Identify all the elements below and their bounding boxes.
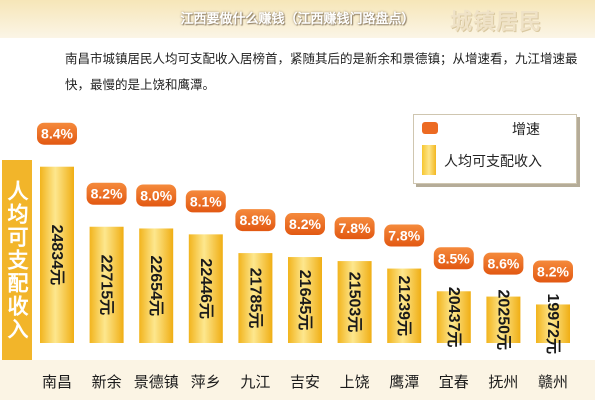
bar-group: 21645元 8.2% 吉安 (285, 213, 325, 391)
growth-value-label: 8.1% (190, 193, 222, 209)
income-bar (288, 257, 322, 343)
growth-value-label: 8.5% (438, 250, 470, 266)
banner-watermark: 城镇居民 (450, 10, 543, 35)
bar-group: 21239元 7.8% 鹰潭 (384, 224, 425, 391)
growth-value-label: 7.8% (388, 228, 420, 244)
bar-group: 21503元 7.8% 上饶 (334, 217, 375, 391)
income-value-label: 22446元 (197, 258, 214, 319)
bar-group: 22715元 8.2% 新余 (86, 182, 127, 391)
income-bar (40, 166, 74, 343)
top-banner: 城镇居民 江西要做什么赚钱（江西赚钱门路盘点） (0, 0, 595, 38)
category-label: 九江 (240, 373, 270, 391)
income-value-label: 22715元 (98, 255, 115, 316)
growth-tag (285, 213, 325, 236)
bar-group: 22446元 8.1% 萍乡 (185, 190, 226, 391)
growth-tag (533, 260, 573, 283)
growth-tag (433, 247, 474, 270)
growth-tag (483, 252, 524, 275)
axis-strip (0, 360, 595, 400)
income-value-label: 21239元 (395, 276, 412, 337)
growth-tag (334, 217, 375, 240)
category-label: 鹰潭 (389, 373, 419, 391)
income-value-label: 20437元 (445, 287, 462, 348)
category-label: 抚州 (488, 373, 518, 391)
growth-value-label: 7.8% (339, 220, 371, 236)
bar-group: 20250元 8.6% 抚州 (483, 252, 524, 391)
income-value-label: 20250元 (494, 290, 511, 351)
growth-tag (235, 209, 276, 232)
category-label: 赣州 (538, 373, 568, 391)
growth-value-label: 8.2% (91, 186, 123, 202)
growth-tag (136, 184, 177, 207)
growth-tag (384, 224, 425, 247)
bar-group: 20437元 8.5% 宜春 (433, 247, 474, 391)
category-label: 萍乡 (191, 373, 221, 391)
category-label: 上饶 (340, 373, 370, 391)
legend-growth-swatch (422, 122, 438, 134)
growth-tag (37, 122, 77, 145)
legend-income-label: 人均可支配收入 (444, 154, 542, 170)
income-value-label: 19972元 (544, 293, 561, 354)
legend-income-swatch (422, 145, 436, 175)
growth-value-label: 8.2% (289, 216, 321, 232)
growth-value-label: 8.6% (487, 256, 519, 272)
income-bar (536, 304, 570, 343)
growth-value-label: 8.8% (239, 212, 271, 228)
income-bar (89, 226, 124, 343)
growth-value-label: 8.2% (537, 263, 569, 279)
growth-tag (185, 190, 226, 213)
income-value-label: 24834元 (48, 225, 65, 286)
growth-tag (86, 182, 127, 205)
description-text: 南昌市城镇居民人均可支配收入居榜首，紧随其后的是新余和景德镇；从增速看，九江增速… (65, 51, 578, 92)
growth-value-label: 8.0% (140, 187, 172, 203)
income-value-label: 22654元 (147, 255, 164, 316)
income-bar (387, 268, 422, 343)
income-bar (139, 228, 174, 343)
description-panel: 南昌市城镇居民人均可支配收入居榜首，紧随其后的是新余和景德镇；从增速看，九江增速… (2, 38, 593, 110)
income-bar (436, 291, 471, 343)
income-bar (188, 234, 223, 343)
income-bar (486, 296, 521, 343)
bar-group: 22654元 8.0% 景德镇 (134, 184, 179, 391)
income-value-label: 21645元 (296, 270, 313, 331)
bar-group: 24834元 8.4% 南昌 (37, 122, 77, 391)
legend: 增速 人均可支配收入 (413, 114, 577, 184)
category-label: 宜春 (439, 373, 469, 391)
y-axis-label-tab: 人均可支配收入 (2, 160, 32, 360)
income-bar (337, 261, 372, 343)
category-label: 吉安 (290, 373, 320, 391)
banner-title: 江西要做什么赚钱（江西赚钱门路盘点） (180, 12, 415, 27)
category-label: 南昌 (42, 373, 72, 391)
category-label: 景德镇 (134, 373, 179, 391)
legend-growth-label: 增速 (512, 122, 540, 138)
y-axis-label: 人均可支配收入 (5, 179, 29, 341)
growth-value-label: 8.4% (41, 126, 73, 142)
bar-group: 19972元 8.2% 赣州 (533, 260, 573, 391)
bar-group: 21785元 8.8% 九江 (235, 209, 276, 391)
income-value-label: 21785元 (246, 268, 263, 329)
category-label: 新余 (92, 373, 122, 391)
income-value-label: 21503元 (346, 272, 363, 333)
income-bar (238, 253, 273, 343)
